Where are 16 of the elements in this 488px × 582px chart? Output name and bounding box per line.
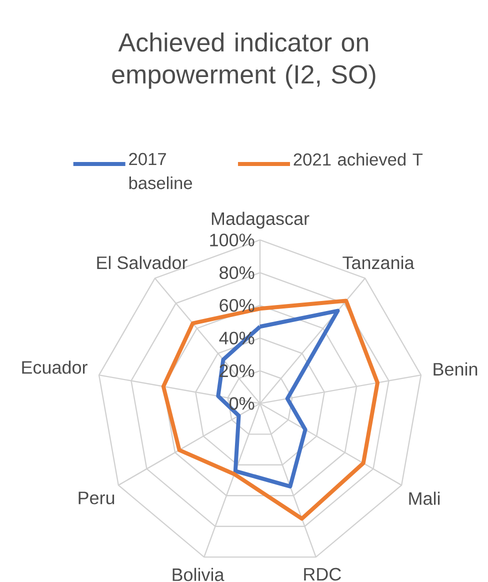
spoke-label: Peru bbox=[78, 492, 114, 504]
legend-label: 2017 baseline bbox=[129, 152, 192, 190]
spoke-label: Mali bbox=[409, 492, 440, 505]
y-tick-label: 80% bbox=[220, 266, 254, 280]
spoke-label: El Salvador bbox=[97, 256, 188, 270]
spoke-label: Ecuador bbox=[22, 360, 88, 374]
chart-title: Achieved indicator on empowerment (I2, SO) bbox=[112, 32, 376, 89]
spoke-label: Madagascar bbox=[212, 212, 310, 229]
spoke-label: Tanzania bbox=[342, 256, 414, 270]
y-tick-label: 60% bbox=[220, 299, 254, 312]
spoke-label: RDC bbox=[304, 568, 341, 581]
spoke-label: Benin bbox=[434, 362, 478, 376]
spoke-label: Bolivia bbox=[172, 568, 224, 582]
y-tick-label: 100% bbox=[210, 234, 254, 246]
y-tick-label: 0% bbox=[230, 397, 254, 410]
legend-label: 2021 achieved T bbox=[294, 152, 423, 166]
